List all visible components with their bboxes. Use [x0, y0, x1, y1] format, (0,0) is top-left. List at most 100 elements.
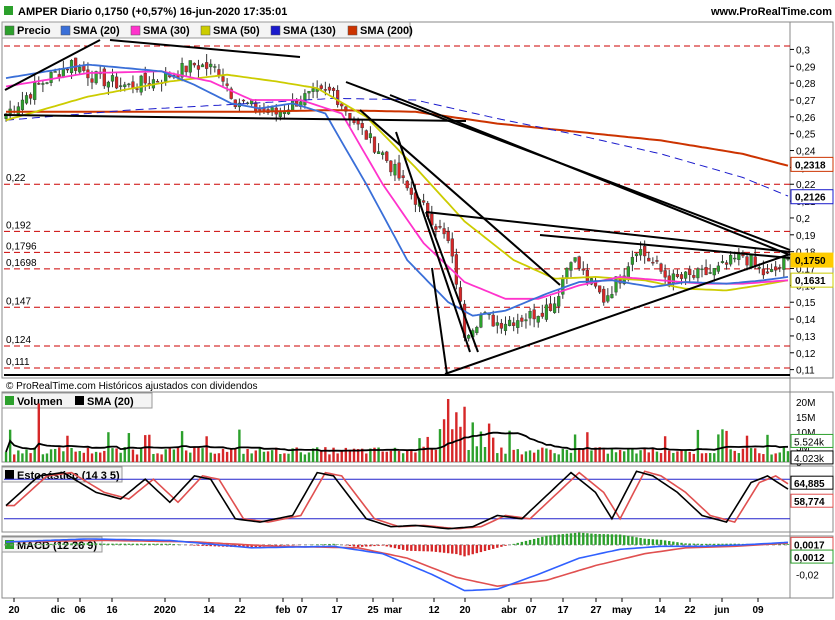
macd-histogram-bar	[193, 544, 196, 546]
macd-histogram-bar	[426, 544, 429, 552]
volume-bar	[324, 447, 327, 462]
macd-title: MACD (12 26 9)	[17, 540, 97, 552]
price-candle	[65, 68, 70, 71]
price-candle	[323, 89, 327, 91]
macd-histogram-bar	[516, 542, 519, 545]
macd-histogram-bar	[504, 544, 507, 546]
y-tick-label: 0,26	[796, 113, 816, 124]
volume-bar	[197, 447, 200, 462]
price-candle	[553, 303, 557, 313]
volume-bar	[25, 449, 28, 462]
volume-bar	[119, 452, 122, 462]
price-candle	[110, 75, 115, 82]
price-candle	[217, 69, 221, 76]
macd-histogram-bar	[614, 534, 618, 545]
price-candle	[614, 276, 618, 293]
macd-histogram-bar	[393, 544, 397, 549]
x-tick-label: 17	[557, 605, 569, 616]
price-candle	[336, 90, 340, 105]
macd-histogram-bar	[148, 543, 151, 545]
x-axis: 20 dic 06 16 2020 14 22 feb 07 17 25 mar 12 20 abr 07 17…	[8, 598, 764, 616]
volume-title: Volumen	[17, 396, 63, 408]
trend-line	[444, 253, 791, 375]
macd-histogram-bar	[729, 543, 732, 545]
price-candle	[602, 288, 606, 303]
volume-bar	[737, 453, 741, 462]
macd-histogram-bar	[668, 541, 671, 545]
price-candle	[520, 317, 524, 322]
value-tag-box	[790, 272, 834, 288]
volume-bar	[246, 448, 249, 462]
volume-bar	[590, 450, 593, 462]
price-candle	[20, 99, 25, 111]
macd-histogram-bar	[639, 537, 642, 545]
volume-bar	[786, 451, 790, 462]
volume-bar	[475, 446, 479, 462]
volume-bar	[144, 435, 147, 462]
price-candle	[569, 262, 573, 271]
macd-histogram-bar	[62, 543, 65, 545]
price-candle	[716, 265, 720, 272]
price-candle	[606, 295, 610, 302]
x-tick-label: 20	[459, 605, 471, 616]
price-candle	[495, 322, 499, 326]
price-candle	[769, 269, 774, 272]
volume-bar	[315, 447, 319, 462]
level-label: 0,111	[6, 357, 30, 368]
volume-bar	[291, 448, 294, 462]
macd-histogram-bar	[606, 534, 610, 545]
volume-bar	[283, 453, 286, 462]
price-candle	[29, 94, 33, 99]
volume-bar	[614, 452, 618, 462]
price-candle	[221, 76, 225, 82]
volume-bar	[647, 452, 650, 462]
price-candle	[712, 268, 716, 276]
volume-bar	[668, 450, 671, 462]
macd-histogram-bar	[537, 537, 540, 545]
price-candle	[753, 256, 757, 266]
site-name: www.ProRealTime.com	[710, 6, 832, 18]
price-candle	[540, 312, 544, 317]
macd-histogram-bar	[565, 533, 569, 545]
stochastic-k-line	[5, 470, 789, 530]
price-candle	[33, 82, 37, 100]
volume-bar	[651, 448, 655, 462]
macd-histogram-bar	[410, 544, 413, 551]
volume-bar	[618, 449, 622, 462]
macd-histogram-bar	[676, 542, 679, 545]
price-candle	[213, 66, 217, 68]
macd-histogram-bar	[254, 544, 257, 548]
volume-bar	[393, 447, 397, 462]
price-candle	[397, 162, 401, 179]
pane-border	[1, 535, 834, 599]
x-tick-label: 09	[752, 605, 764, 616]
macd-histogram-bar	[602, 534, 605, 545]
macd-histogram-bar	[406, 544, 409, 551]
volume-bar	[205, 436, 208, 462]
sma20-line	[5, 63, 789, 317]
macd-histogram-bar	[438, 544, 442, 553]
macd-histogram-bar	[586, 533, 589, 545]
volume-bar	[303, 454, 307, 462]
volume-bar	[90, 453, 94, 462]
chart-logo-icon	[4, 6, 13, 15]
volume-bar	[135, 454, 139, 462]
price-legend: Precio SMA (20) SMA (30) SMA (50) SMA (130) S…	[1, 21, 413, 39]
macd-histogram-bar	[365, 544, 368, 547]
volume-bar	[487, 423, 491, 462]
macd-histogram-bar	[475, 544, 479, 554]
volume-bar	[594, 447, 597, 462]
macd-histogram-bar	[479, 544, 483, 553]
volume-swatch	[5, 396, 14, 405]
macd-histogram-bar	[483, 544, 487, 552]
price-candle	[524, 319, 528, 322]
price-candle	[745, 256, 749, 266]
value-tag-label: 0,2126	[795, 193, 826, 204]
price-candle	[106, 81, 110, 88]
macd-histogram-bar	[434, 544, 438, 552]
macd-histogram-bar	[487, 544, 491, 550]
value-tag-label: 0,2318	[795, 160, 826, 171]
price-candle	[434, 226, 438, 230]
x-tick-label: abr	[501, 605, 517, 616]
volume-bar	[537, 449, 540, 462]
